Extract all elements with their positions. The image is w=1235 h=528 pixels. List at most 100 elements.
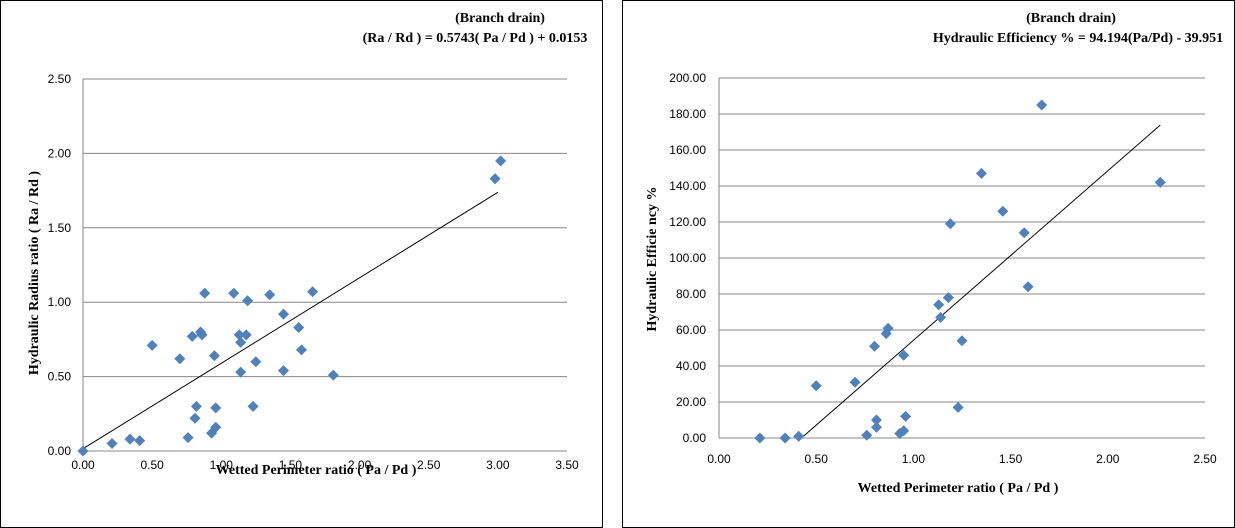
left-x-tick-label: 2.00 bbox=[348, 458, 372, 472]
left-data-point bbox=[250, 356, 262, 368]
right-chart-title: (Branch drain) bbox=[1026, 11, 1116, 26]
left-data-point bbox=[307, 286, 319, 298]
right-y-tick-label: 140.00 bbox=[669, 179, 706, 193]
left-data-point bbox=[210, 402, 222, 414]
left-x-tick-label: 3.00 bbox=[486, 458, 510, 472]
right-data-point bbox=[849, 376, 861, 388]
left-data-point bbox=[247, 400, 259, 412]
right-data-point bbox=[1154, 176, 1166, 188]
right-data-point bbox=[861, 429, 873, 441]
right-y-axis-label: Hydraulic Efficie ncy % bbox=[645, 186, 660, 331]
right-y-tick-label: 100.00 bbox=[669, 251, 706, 265]
right-data-point bbox=[869, 340, 881, 352]
left-data-point bbox=[242, 295, 254, 307]
chart-panel-left: 0.00 0.50 1.00 1.50 2.00 2.50 0.00 0.50 1.00 1.50… bbox=[0, 0, 603, 528]
left-data-point bbox=[295, 344, 307, 356]
left-data-point bbox=[210, 421, 222, 433]
left-data-point bbox=[293, 321, 305, 333]
right-data-point bbox=[898, 349, 910, 361]
left-data-point bbox=[327, 369, 339, 381]
left-x-tick-label: 0.00 bbox=[71, 458, 95, 472]
left-x-tick-label: 0.50 bbox=[140, 458, 164, 472]
right-data-point bbox=[898, 425, 910, 437]
left-data-point bbox=[186, 330, 198, 342]
right-data-point bbox=[882, 322, 894, 334]
left-data-point bbox=[174, 353, 186, 365]
left-data-point bbox=[146, 339, 158, 351]
right-x-tick-label: 2.00 bbox=[1096, 452, 1120, 466]
left-data-point bbox=[189, 412, 201, 424]
right-data-point bbox=[933, 299, 945, 311]
left-data-point bbox=[235, 336, 247, 348]
left-data-point bbox=[124, 433, 136, 445]
left-chart-equation: (Ra / Rd ) = 0.5743( Pa / Pd ) + 0.0153 bbox=[363, 31, 588, 46]
right-x-tick-label: 1.00 bbox=[902, 452, 926, 466]
right-x-tick-label: 0.00 bbox=[707, 452, 731, 466]
left-data-point bbox=[264, 289, 276, 301]
left-y-tick-label: 1.50 bbox=[48, 221, 72, 235]
right-data-point bbox=[810, 380, 822, 392]
left-data-point bbox=[134, 435, 146, 447]
left-data-point bbox=[77, 445, 89, 457]
right-data-point bbox=[997, 205, 1009, 217]
left-data-point bbox=[208, 350, 220, 362]
right-data-point bbox=[870, 421, 882, 433]
left-y-tick-label: 0.00 bbox=[48, 444, 72, 458]
right-y-tick-label: 180.00 bbox=[669, 107, 706, 121]
right-data-point bbox=[1036, 99, 1048, 111]
left-x-tick-label: 1.00 bbox=[210, 458, 234, 472]
left-chart-title: (Branch drain) bbox=[455, 11, 545, 26]
right-data-point bbox=[793, 430, 805, 442]
left-data-point bbox=[240, 329, 252, 341]
right-y-tick-label: 200.00 bbox=[669, 71, 706, 85]
right-y-tick-label: 40.00 bbox=[676, 359, 706, 373]
right-x-tick-label: 2.50 bbox=[1193, 452, 1217, 466]
left-y-tick-label: 1.00 bbox=[48, 295, 72, 309]
right-y-tick-label: 120.00 bbox=[669, 215, 706, 229]
right-y-tick-label: 80.00 bbox=[676, 287, 706, 301]
right-data-point bbox=[1018, 227, 1030, 239]
right-x-tick-label: 0.50 bbox=[805, 452, 829, 466]
right-data-point bbox=[1022, 281, 1034, 293]
left-trendline bbox=[82, 191, 499, 450]
left-y-tick-label: 2.50 bbox=[48, 72, 72, 86]
left-x-axis-label: Wetted Perimeter ratio ( Pa / Pd ) bbox=[216, 463, 417, 478]
right-y-tick-label: 20.00 bbox=[676, 395, 706, 409]
right-data-point bbox=[952, 401, 964, 413]
right-y-tick-label: 0.00 bbox=[683, 431, 707, 445]
left-y-tick-label: 0.50 bbox=[48, 370, 72, 384]
left-data-point bbox=[228, 287, 240, 299]
right-data-point bbox=[944, 218, 956, 230]
left-data-point bbox=[199, 287, 211, 299]
left-data-point bbox=[190, 400, 202, 412]
right-data-point bbox=[900, 410, 912, 422]
left-data-point bbox=[278, 365, 290, 377]
right-data-point bbox=[935, 311, 947, 323]
left-x-tick-label: 3.50 bbox=[555, 458, 579, 472]
left-x-tick-label: 1.50 bbox=[279, 458, 303, 472]
scatter-chart-right: 0.00 20.00 40.00 60.00 80.00 100.00 120.00 140.… bbox=[645, 11, 1223, 496]
right-data-point bbox=[956, 335, 968, 347]
right-data-point bbox=[754, 432, 766, 444]
right-x-axis-label: Wetted Perimeter ratio ( Pa / Pd ) bbox=[858, 481, 1059, 496]
right-data-point bbox=[975, 167, 987, 179]
right-x-tick-label: 1.50 bbox=[999, 452, 1023, 466]
chart-panel-right: 0.00 20.00 40.00 60.00 80.00 100.00 120.00 140.… bbox=[622, 0, 1235, 528]
right-y-tick-label: 60.00 bbox=[676, 323, 706, 337]
left-y-tick-label: 2.00 bbox=[48, 146, 72, 160]
left-data-point bbox=[233, 329, 245, 341]
left-y-axis-label: Hydraulic Radius ratio ( Ra / Rd ) bbox=[27, 171, 42, 376]
right-data-point bbox=[870, 414, 882, 426]
right-data-point bbox=[779, 432, 791, 444]
left-data-point bbox=[278, 308, 290, 320]
right-data-point bbox=[942, 292, 954, 304]
left-data-point bbox=[182, 432, 194, 444]
left-data-point bbox=[495, 155, 507, 167]
right-chart-equation: Hydraulic Efficiency % = 94.194(Pa/Pd) -… bbox=[933, 31, 1223, 46]
right-trendline bbox=[802, 124, 1161, 438]
right-y-tick-label: 160.00 bbox=[669, 143, 706, 157]
left-data-point bbox=[106, 438, 118, 450]
scatter-chart-left: 0.00 0.50 1.00 1.50 2.00 2.50 0.00 0.50 1.00 1.50… bbox=[27, 11, 588, 478]
left-x-tick-label: 2.50 bbox=[417, 458, 441, 472]
left-data-point bbox=[235, 366, 247, 378]
